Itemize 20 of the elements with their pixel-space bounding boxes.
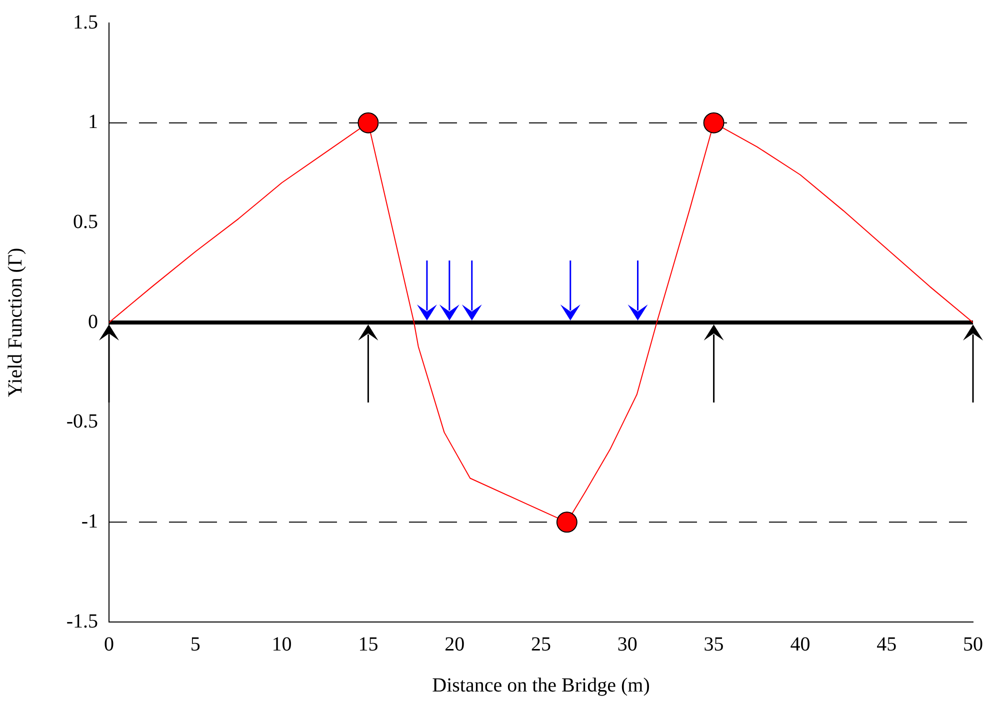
x-tick-label: 45	[876, 633, 897, 656]
x-tick-label: 35	[704, 633, 724, 656]
y-tick-label: 0.5	[73, 210, 98, 233]
x-tick-label: 15	[358, 633, 378, 656]
x-tick-label: 0	[104, 633, 114, 656]
y-axis-title: Yield Function (Γ)	[4, 248, 26, 398]
x-tick-label: 25	[531, 633, 551, 656]
x-tick-label: 50	[963, 633, 983, 656]
x-tick-label: 10	[272, 633, 292, 656]
x-tick-label: 30	[617, 633, 638, 656]
x-axis-title: Distance on the Bridge (m)	[432, 674, 650, 696]
y-tick-label: -1	[81, 510, 98, 532]
y-tick-label: -0.5	[66, 410, 98, 433]
x-tick-label: 20	[444, 633, 465, 656]
y-tick-label: -1.5	[66, 610, 98, 632]
y-tick-label: 0	[88, 310, 98, 333]
x-tick-label: 40	[790, 633, 810, 656]
x-tick-label: 5	[190, 633, 200, 656]
y-tick-label: 1	[88, 111, 98, 134]
y-tick-label: 1.5	[73, 11, 98, 34]
